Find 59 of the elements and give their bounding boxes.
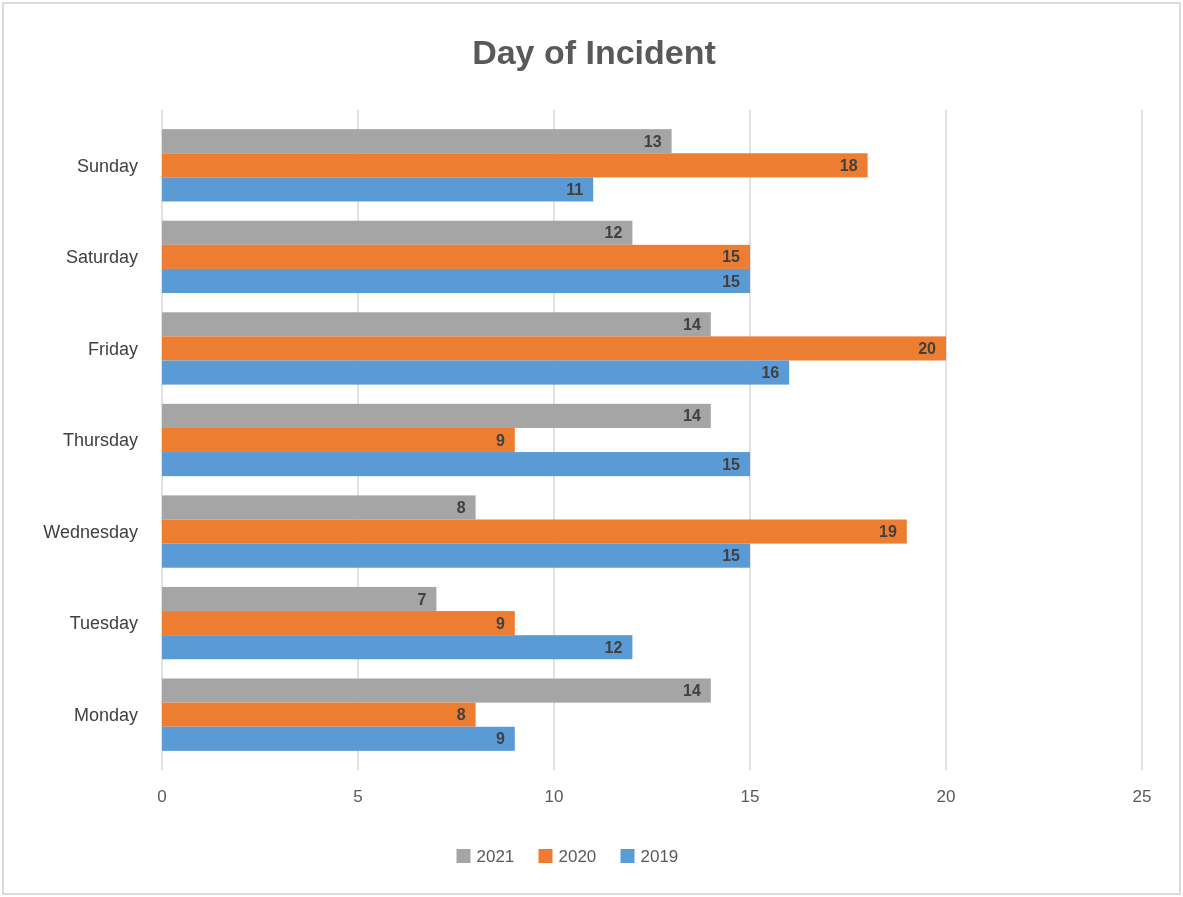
- x-tick-label: 15: [740, 787, 760, 806]
- x-tick-label: 20: [936, 787, 956, 806]
- bar: [162, 519, 907, 544]
- y-tick-label: Thursday: [62, 430, 138, 451]
- legend-label: 2019: [640, 846, 679, 866]
- y-tick-label: Tuesday: [69, 613, 138, 634]
- data-label: 15: [722, 547, 741, 565]
- bar: [162, 678, 711, 703]
- x-tick-label: 25: [1132, 787, 1152, 806]
- x-tick-label: 5: [353, 787, 363, 806]
- y-tick-label: Saturday: [65, 247, 138, 268]
- data-label: 15: [722, 248, 741, 266]
- bar: [162, 702, 476, 727]
- bar: [162, 177, 594, 202]
- data-label: 8: [456, 499, 466, 517]
- bar: [162, 336, 946, 361]
- bar: [162, 586, 437, 612]
- bar: [162, 611, 515, 636]
- data-label: 8: [456, 706, 466, 724]
- legend-label: 2021: [476, 846, 515, 866]
- chart-title: Day of Incident: [472, 32, 716, 71]
- bar: [162, 220, 633, 245]
- data-label: 12: [604, 638, 623, 656]
- data-label: 20: [918, 340, 937, 358]
- data-label: 16: [761, 364, 780, 382]
- data-label: 7: [417, 590, 427, 608]
- bar: [162, 129, 672, 154]
- y-tick-label: Monday: [73, 704, 138, 725]
- x-tick-label: 0: [157, 787, 167, 806]
- data-label: 12: [604, 224, 623, 242]
- bar: [162, 244, 750, 269]
- data-label: 15: [722, 272, 741, 290]
- bar: [162, 360, 790, 385]
- x-tick-label: 10: [544, 787, 564, 806]
- y-tick-label: Wednesday: [43, 521, 138, 542]
- bar: [162, 452, 750, 477]
- y-tick-label: Sunday: [76, 155, 138, 176]
- data-label: 18: [839, 156, 858, 174]
- data-label: 13: [643, 132, 662, 150]
- data-label: 9: [495, 730, 505, 748]
- data-label: 11: [566, 181, 584, 199]
- bar: [162, 153, 868, 178]
- bar: [162, 427, 515, 453]
- data-label: 14: [683, 407, 701, 425]
- data-label: 9: [495, 431, 505, 449]
- bar: [162, 726, 515, 751]
- bar: [162, 635, 633, 660]
- bar: [162, 495, 476, 520]
- bar: [162, 403, 711, 428]
- data-label: 19: [879, 523, 897, 541]
- bar: [162, 312, 711, 337]
- y-tick-label: Friday: [87, 338, 138, 359]
- data-label: 15: [722, 455, 741, 473]
- data-label: 9: [495, 614, 505, 632]
- data-label: 14: [683, 315, 701, 333]
- data-label: 14: [683, 682, 701, 700]
- bar: [162, 268, 750, 294]
- bar: [162, 543, 750, 568]
- legend-label: 2020: [558, 846, 597, 866]
